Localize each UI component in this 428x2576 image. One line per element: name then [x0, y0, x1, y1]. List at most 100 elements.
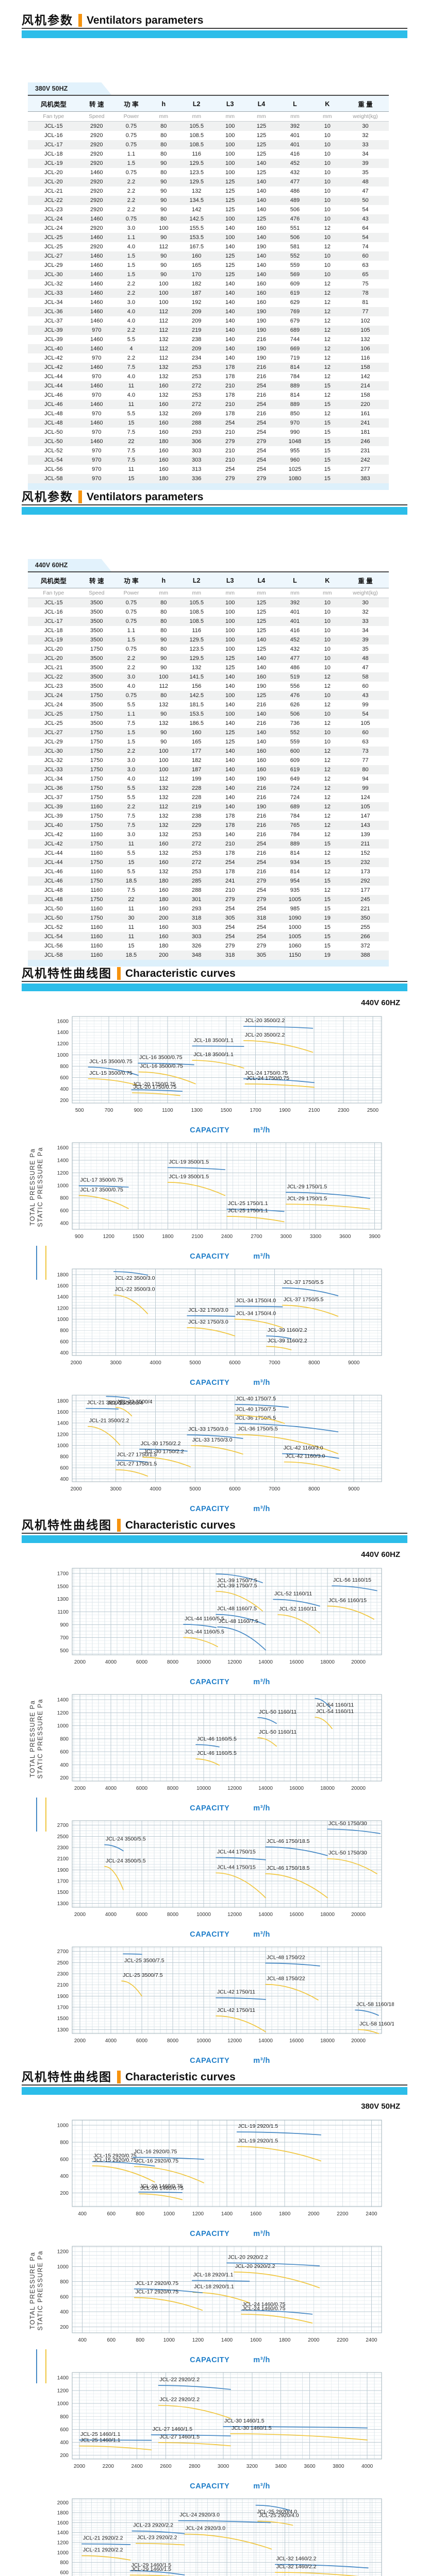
value-cell: 129.5	[189, 160, 204, 166]
section-title-en: Ventilators parameters	[87, 14, 204, 26]
value-cell: 5.5	[127, 702, 136, 708]
capacity-text: CAPACITY	[190, 2230, 230, 2238]
value-cell: 245	[360, 896, 370, 903]
curve-label: JCL-20 1460/0.75	[140, 2183, 183, 2190]
curve-label: JCL-46 1750/18.5	[267, 1838, 310, 1844]
value-cell: 15	[324, 438, 331, 445]
section-header: 风机参数 Ventilators parameters	[22, 490, 407, 505]
value-cell: 1.5	[127, 730, 136, 736]
curve-label: JCL-42 1160/3.0	[286, 1453, 325, 1460]
total-pressure-curve	[78, 1185, 129, 1188]
y-tick-label: 1000	[57, 1317, 69, 1323]
value-cell: 187	[192, 767, 202, 773]
value-cell: 100	[225, 142, 235, 148]
table-row: JCL-37 1460 4.0 112 209 140 190 679 12 102	[28, 316, 389, 326]
value-cell: 990	[290, 429, 300, 435]
total-pressure-curve	[234, 1423, 339, 1433]
capacity-text: CAPACITY	[190, 1678, 230, 1686]
value-cell: 254	[256, 383, 267, 389]
x-tick-label: 2600	[160, 2464, 172, 2469]
capacity-text: CAPACITY	[190, 1252, 230, 1261]
value-cell: 132	[159, 850, 169, 856]
col-header-en: mm	[149, 111, 179, 122]
total-pressure-legend-line	[36, 2349, 37, 2383]
capacity-unit: m³/h	[253, 2230, 270, 2238]
value-cell: 2920	[90, 244, 103, 250]
x-tick-label: 600	[107, 2337, 116, 2343]
value-cell: 30	[128, 915, 135, 921]
value-cell: 160	[256, 281, 267, 287]
x-tick-label: 2300	[338, 1108, 350, 1113]
value-cell: 211	[360, 841, 370, 847]
x-tick-label: 14000	[258, 1786, 273, 1791]
value-cell: 954	[290, 878, 300, 884]
static-pressure-curve	[236, 1434, 339, 1454]
value-cell: 254	[225, 859, 235, 866]
value-cell: 100	[225, 692, 235, 699]
curve-label: JCL-24 1750/0.75	[246, 1075, 290, 1081]
value-cell: 58	[362, 674, 369, 680]
y-tick-label: 1100	[57, 1609, 69, 1615]
x-tick-label: 3300	[310, 1234, 322, 1240]
value-cell: 600	[290, 748, 300, 754]
curve-label: JCL-21 3500/2.2	[89, 1418, 129, 1424]
static-pressure-curve	[234, 2272, 320, 2289]
x-tick-label: 1600	[250, 2337, 262, 2343]
value-cell: 219	[192, 327, 202, 333]
chart-plot: 2000 4000 6000 8000 10000 12000 14000 16000 1800…	[57, 1820, 382, 1918]
capacity-text: CAPACITY	[190, 2057, 230, 2065]
value-cell: 12	[324, 720, 331, 726]
section-header: 风机特性曲线图 Characteristic curves	[22, 967, 407, 982]
fan-type-cell: JCL-52	[44, 924, 63, 930]
value-cell: 99	[362, 785, 369, 791]
value-cell: 12	[324, 244, 331, 250]
value-cell: 970	[92, 457, 102, 463]
y-tick-label: 2100	[57, 1856, 69, 1862]
value-cell: 100	[225, 170, 235, 176]
value-cell: 279	[256, 896, 267, 903]
capacity-axis-label: CAPACITY m³/h	[53, 1126, 407, 1134]
table-row: JCL-52 970 7.5 160 303 210 254 955 15 231	[28, 446, 389, 455]
total-pressure-curve	[217, 1626, 266, 1651]
x-tick-label: 2400	[366, 2211, 377, 2217]
value-cell: 935	[290, 887, 300, 893]
table-row: JCL-15 3500 0.75 80 105.5 100 125 392 10 30	[28, 598, 389, 607]
value-cell: 7.5	[127, 448, 136, 454]
x-tick-label: 2000	[74, 1786, 86, 1791]
curve-label: JCL-16 2920/0.75	[134, 2149, 177, 2155]
y-tick-label: 800	[60, 2140, 69, 2145]
y-tick-label: 2500	[57, 1960, 69, 1966]
section-title-cn: 风机特性曲线图	[22, 2070, 112, 2083]
value-cell: 216	[256, 813, 267, 819]
value-cell: 22	[128, 896, 135, 903]
curve-label: JCL-56 1160/15	[333, 1577, 371, 1583]
value-cell: 187	[192, 290, 202, 296]
col-header-cn: 功 率	[113, 571, 149, 588]
value-cell: 210	[225, 383, 235, 389]
value-cell: 556	[290, 683, 300, 689]
static-pressure-curve	[266, 1346, 292, 1350]
value-cell: 100	[225, 216, 235, 222]
table-row: JCL-50 1160 11 160 293 254 254 985 15 221	[28, 904, 389, 913]
curve-label: JCL-37 1750/5.5	[284, 1279, 324, 1285]
value-cell: 2920	[90, 123, 103, 129]
table-row: JCL-48 1460 15 160 288 254 254 970 15 241	[28, 418, 389, 428]
static-pressure-curve	[274, 2572, 359, 2576]
orange-divider	[117, 1519, 121, 1532]
value-cell: 112	[159, 318, 169, 324]
value-cell: 125	[256, 692, 267, 699]
value-cell: 100	[159, 757, 169, 764]
static-pressure-curve	[195, 1758, 220, 1766]
table-row: JCL-18 3500 1.1 80 116 100 125 416 10 34	[28, 626, 389, 635]
capacity-axis-label: CAPACITY m³/h	[53, 1678, 407, 1686]
value-cell: 1750	[90, 776, 103, 782]
value-cell: 970	[92, 355, 102, 361]
table-row: JCL-37 1750 5.5 132 228 140 216 724 12 124	[28, 793, 389, 802]
curve-label: JCL-42 1160/3.0	[284, 1445, 323, 1451]
pressure-axis-line: STATIC PRESSURE Pa	[37, 2250, 44, 2331]
value-cell: 216	[256, 364, 267, 370]
static-pressure-curve	[234, 1318, 283, 1328]
value-cell: 15	[324, 401, 331, 408]
fan-curve-chart: 400 600 800 1000 1200 1400 1600 1800 2000 2200 240…	[23, 2243, 407, 2383]
curve-label: JCL-54 1160/11	[316, 1708, 354, 1715]
